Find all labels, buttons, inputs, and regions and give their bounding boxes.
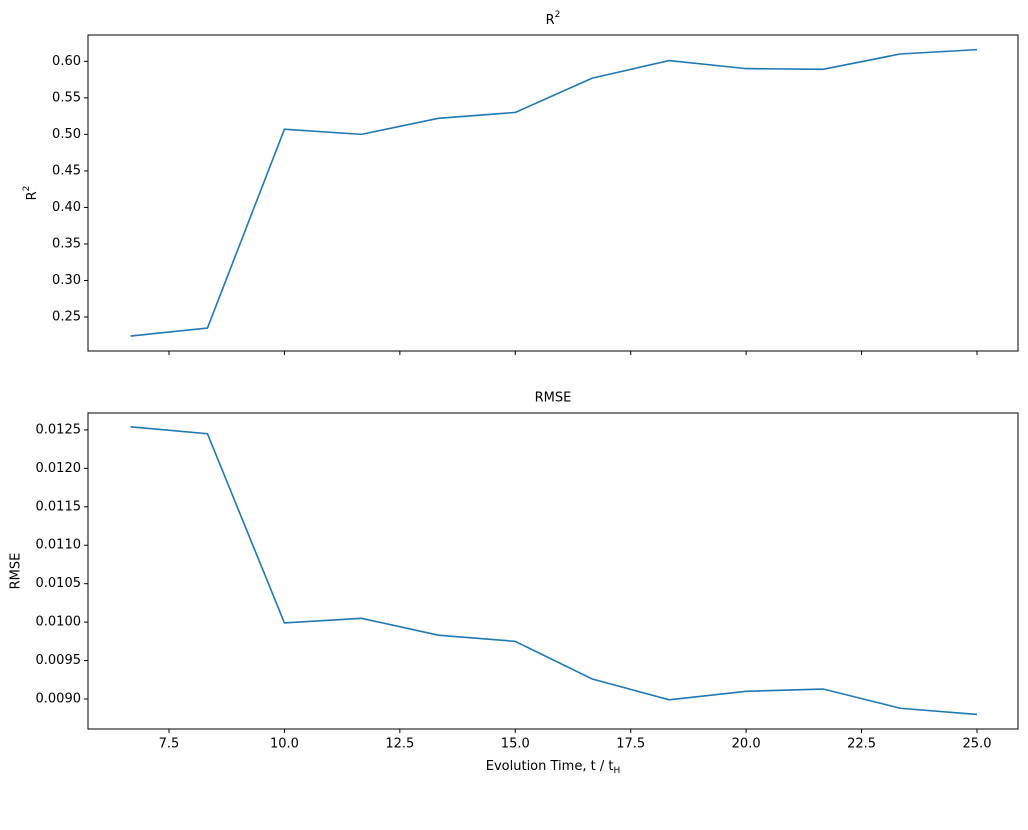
y-tick-label: 0.0090 bbox=[36, 692, 82, 707]
y-tick-label: 0.0115 bbox=[36, 499, 82, 514]
y-tick-label: 0.0110 bbox=[36, 538, 82, 553]
chart-title-sup: 2 bbox=[555, 10, 561, 20]
x-axis-label-main: Evolution Time, t / t bbox=[486, 759, 614, 774]
y-tick-label: 0.50 bbox=[52, 127, 81, 142]
x-tick-label: 15.0 bbox=[501, 737, 530, 752]
plot-frame bbox=[87, 412, 1019, 730]
data-line bbox=[130, 426, 978, 716]
x-tick-label: 12.5 bbox=[385, 737, 414, 752]
x-tick-label: 10.0 bbox=[270, 737, 299, 752]
y-tick-label: 0.0125 bbox=[36, 422, 82, 437]
chart-title-main: R bbox=[546, 13, 555, 28]
x-axis-label-sub: H bbox=[613, 766, 620, 776]
y-tick-label: 0.35 bbox=[52, 236, 81, 251]
y-tick-label: 0.0095 bbox=[36, 653, 82, 668]
y-axis-label-sup: 2 bbox=[22, 186, 32, 192]
y-axis-label-main: R bbox=[25, 191, 40, 200]
x-tick-label: 25.0 bbox=[963, 737, 992, 752]
y-tick-label: 0.0120 bbox=[36, 461, 82, 476]
x-tick-label: 22.5 bbox=[847, 737, 876, 752]
y-tick-label: 0.40 bbox=[52, 200, 81, 215]
y-tick-label: 0.25 bbox=[52, 310, 81, 325]
y-axis-label: R2 bbox=[22, 186, 40, 201]
x-axis-label: Evolution Time, t / tH bbox=[486, 759, 620, 776]
x-tick-label: 7.5 bbox=[159, 737, 180, 752]
y-tick-label: 0.60 bbox=[52, 54, 81, 69]
chart-title: R2 bbox=[546, 10, 561, 28]
data-line bbox=[130, 48, 978, 337]
y-tick-label: 0.0100 bbox=[36, 615, 82, 630]
y-axis-label: RMSE bbox=[9, 553, 24, 590]
y-tick-label: 0.0105 bbox=[36, 576, 82, 591]
chart-title: RMSE bbox=[535, 391, 572, 406]
x-tick-label: 20.0 bbox=[732, 737, 761, 752]
y-tick-label: 0.45 bbox=[52, 163, 81, 178]
x-tick-label: 17.5 bbox=[616, 737, 645, 752]
plot-frame bbox=[87, 34, 1019, 352]
y-tick-label: 0.30 bbox=[52, 273, 81, 288]
y-tick-label: 0.55 bbox=[52, 90, 81, 105]
